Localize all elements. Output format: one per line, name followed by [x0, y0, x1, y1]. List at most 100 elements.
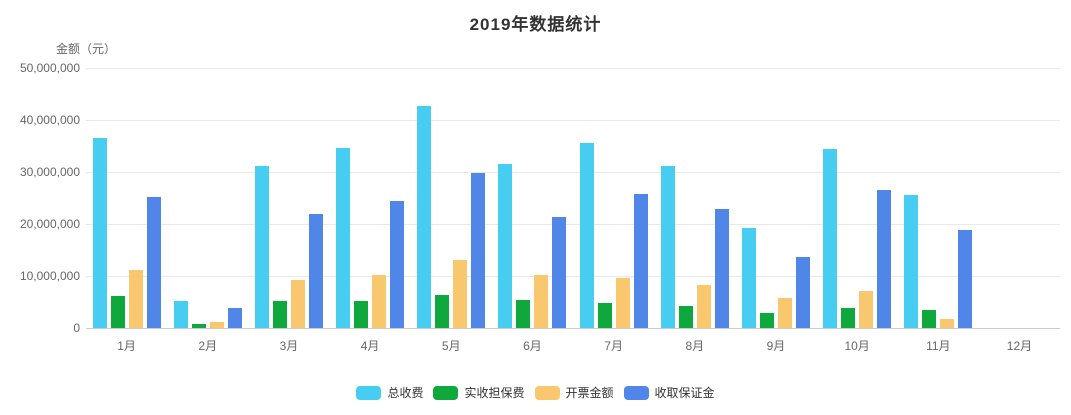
bar-开票金额-4月[interactable] [372, 275, 387, 328]
bars [573, 68, 654, 328]
chart-legend: 总收费 实收担保费 开票金额 收取保证金 [0, 384, 1071, 401]
bar-收取保证金-7月[interactable] [633, 194, 648, 328]
bar-实收担保费-7月[interactable] [597, 303, 612, 328]
x-tick-label-4月: 4月 [360, 339, 380, 353]
bars [735, 68, 816, 328]
bar-group-9月: 9月 [735, 68, 816, 353]
bar-收取保证金-4月[interactable] [390, 201, 405, 328]
bar-收取保证金-11月[interactable] [958, 230, 973, 328]
bar-开票金额-8月[interactable] [696, 285, 711, 328]
bar-group-7月: 7月 [573, 68, 654, 353]
bar-总收费-5月[interactable] [417, 106, 432, 328]
y-axis-name: 金额（元） [55, 42, 116, 56]
legend-label: 总收费 [387, 386, 424, 400]
bars [979, 68, 1060, 328]
bar-实收担保费-9月[interactable] [759, 313, 774, 328]
x-tick-label-9月: 9月 [766, 339, 786, 353]
x-tick-label-12月: 12月 [1006, 339, 1033, 353]
bar-实收担保费-1月[interactable] [110, 296, 125, 328]
gridline [86, 120, 1060, 121]
x-tick-label-3月: 3月 [279, 339, 299, 353]
bars [86, 68, 167, 328]
legend-swatch-icon [356, 385, 382, 400]
bar-group-3月: 3月 [248, 68, 329, 353]
bar-总收费-9月[interactable] [741, 228, 756, 328]
legend-item-开票金额[interactable]: 开票金额 [534, 384, 614, 401]
bar-实收担保费-4月[interactable] [354, 301, 369, 328]
bars [330, 68, 411, 328]
bar-group-4月: 4月 [330, 68, 411, 353]
bar-收取保证金-8月[interactable] [714, 209, 729, 328]
bar-实收担保费-3月[interactable] [272, 301, 287, 328]
bars [248, 68, 329, 328]
x-tick-label-6月: 6月 [523, 339, 542, 353]
gridline [86, 172, 1060, 173]
bars [492, 68, 573, 328]
bar-group-2月: 2月 [167, 68, 248, 353]
bar-实收担保费-5月[interactable] [435, 295, 450, 328]
bar-收取保证金-3月[interactable] [308, 214, 323, 328]
legend-label: 实收担保费 [464, 386, 525, 400]
bar-实收担保费-2月[interactable] [191, 324, 206, 328]
y-tick-label: 40,000,000 [19, 113, 80, 127]
legend-swatch-icon [623, 385, 649, 400]
y-tick-label: 10,000,000 [19, 269, 80, 283]
x-tick-label-5月: 5月 [441, 339, 461, 353]
chart-title: 2019年数据统计 [469, 15, 602, 34]
bar-group-6月: 6月 [492, 68, 573, 353]
x-tick-label-8月: 8月 [685, 339, 705, 353]
bar-开票金额-11月[interactable] [940, 319, 955, 328]
bars [654, 68, 735, 328]
x-tick-label-2月: 2月 [198, 339, 218, 353]
x-axis-line [86, 328, 1060, 329]
bar-总收费-4月[interactable] [336, 148, 351, 328]
bar-实收担保费-8月[interactable] [678, 306, 693, 328]
x-tick-label-11月: 11月 [926, 339, 951, 353]
bar-开票金额-6月[interactable] [534, 275, 549, 328]
legend-label: 收取保证金 [654, 386, 715, 400]
bar-group-11月: 11月 [898, 68, 979, 353]
bars [898, 68, 979, 328]
bar-收取保证金-2月[interactable] [227, 308, 242, 328]
legend-item-实收担保费[interactable]: 实收担保费 [433, 384, 525, 401]
legend-swatch-icon [433, 385, 459, 400]
bar-group-8月: 8月 [654, 68, 735, 353]
y-tick-label: 50,000,000 [19, 61, 80, 75]
bar-实收担保费-11月[interactable] [922, 310, 937, 328]
bar-总收费-7月[interactable] [579, 143, 594, 328]
bar-总收费-6月[interactable] [498, 164, 513, 328]
plot-area: 1月 2月 3月 4月 5月 6月 7月 8月 9月 10月 11月 12月 [86, 68, 1060, 353]
bar-group-1月: 1月 [86, 68, 167, 353]
bar-收取保证金-1月[interactable] [146, 197, 161, 328]
bar-实收担保费-10月[interactable] [841, 308, 856, 328]
bar-开票金额-3月[interactable] [290, 280, 305, 328]
y-tick-label: 30,000,000 [19, 165, 80, 179]
bars [167, 68, 248, 328]
y-tick-label: 0 [73, 321, 80, 335]
bar-收取保证金-6月[interactable] [552, 217, 567, 328]
legend-item-收取保证金[interactable]: 收取保证金 [623, 384, 715, 401]
bar-收取保证金-9月[interactable] [795, 257, 810, 328]
bar-总收费-3月[interactable] [254, 166, 269, 328]
bar-收取保证金-5月[interactable] [471, 173, 486, 328]
bar-总收费-11月[interactable] [904, 195, 919, 328]
bar-总收费-1月[interactable] [92, 138, 107, 328]
bar-开票金额-9月[interactable] [777, 298, 792, 328]
bar-开票金额-1月[interactable] [128, 270, 143, 328]
bar-group-12月: 12月 [979, 68, 1060, 353]
bar-groups: 1月 2月 3月 4月 5月 6月 7月 8月 9月 10月 11月 12月 [86, 68, 1060, 353]
bar-总收费-8月[interactable] [660, 166, 675, 328]
bar-开票金额-5月[interactable] [453, 260, 468, 328]
bar-收取保证金-10月[interactable] [877, 190, 892, 328]
bar-开票金额-7月[interactable] [615, 278, 630, 328]
x-tick-label-1月: 1月 [117, 339, 136, 353]
x-tick-label-7月: 7月 [604, 339, 623, 353]
bar-开票金额-10月[interactable] [859, 291, 874, 328]
legend-item-总收费[interactable]: 总收费 [356, 384, 423, 401]
bar-总收费-10月[interactable] [823, 149, 838, 328]
bar-group-5月: 5月 [411, 68, 492, 353]
bar-总收费-2月[interactable] [173, 301, 188, 328]
bar-开票金额-2月[interactable] [209, 322, 224, 328]
gridline [86, 276, 1060, 277]
bar-实收担保费-6月[interactable] [516, 300, 531, 328]
